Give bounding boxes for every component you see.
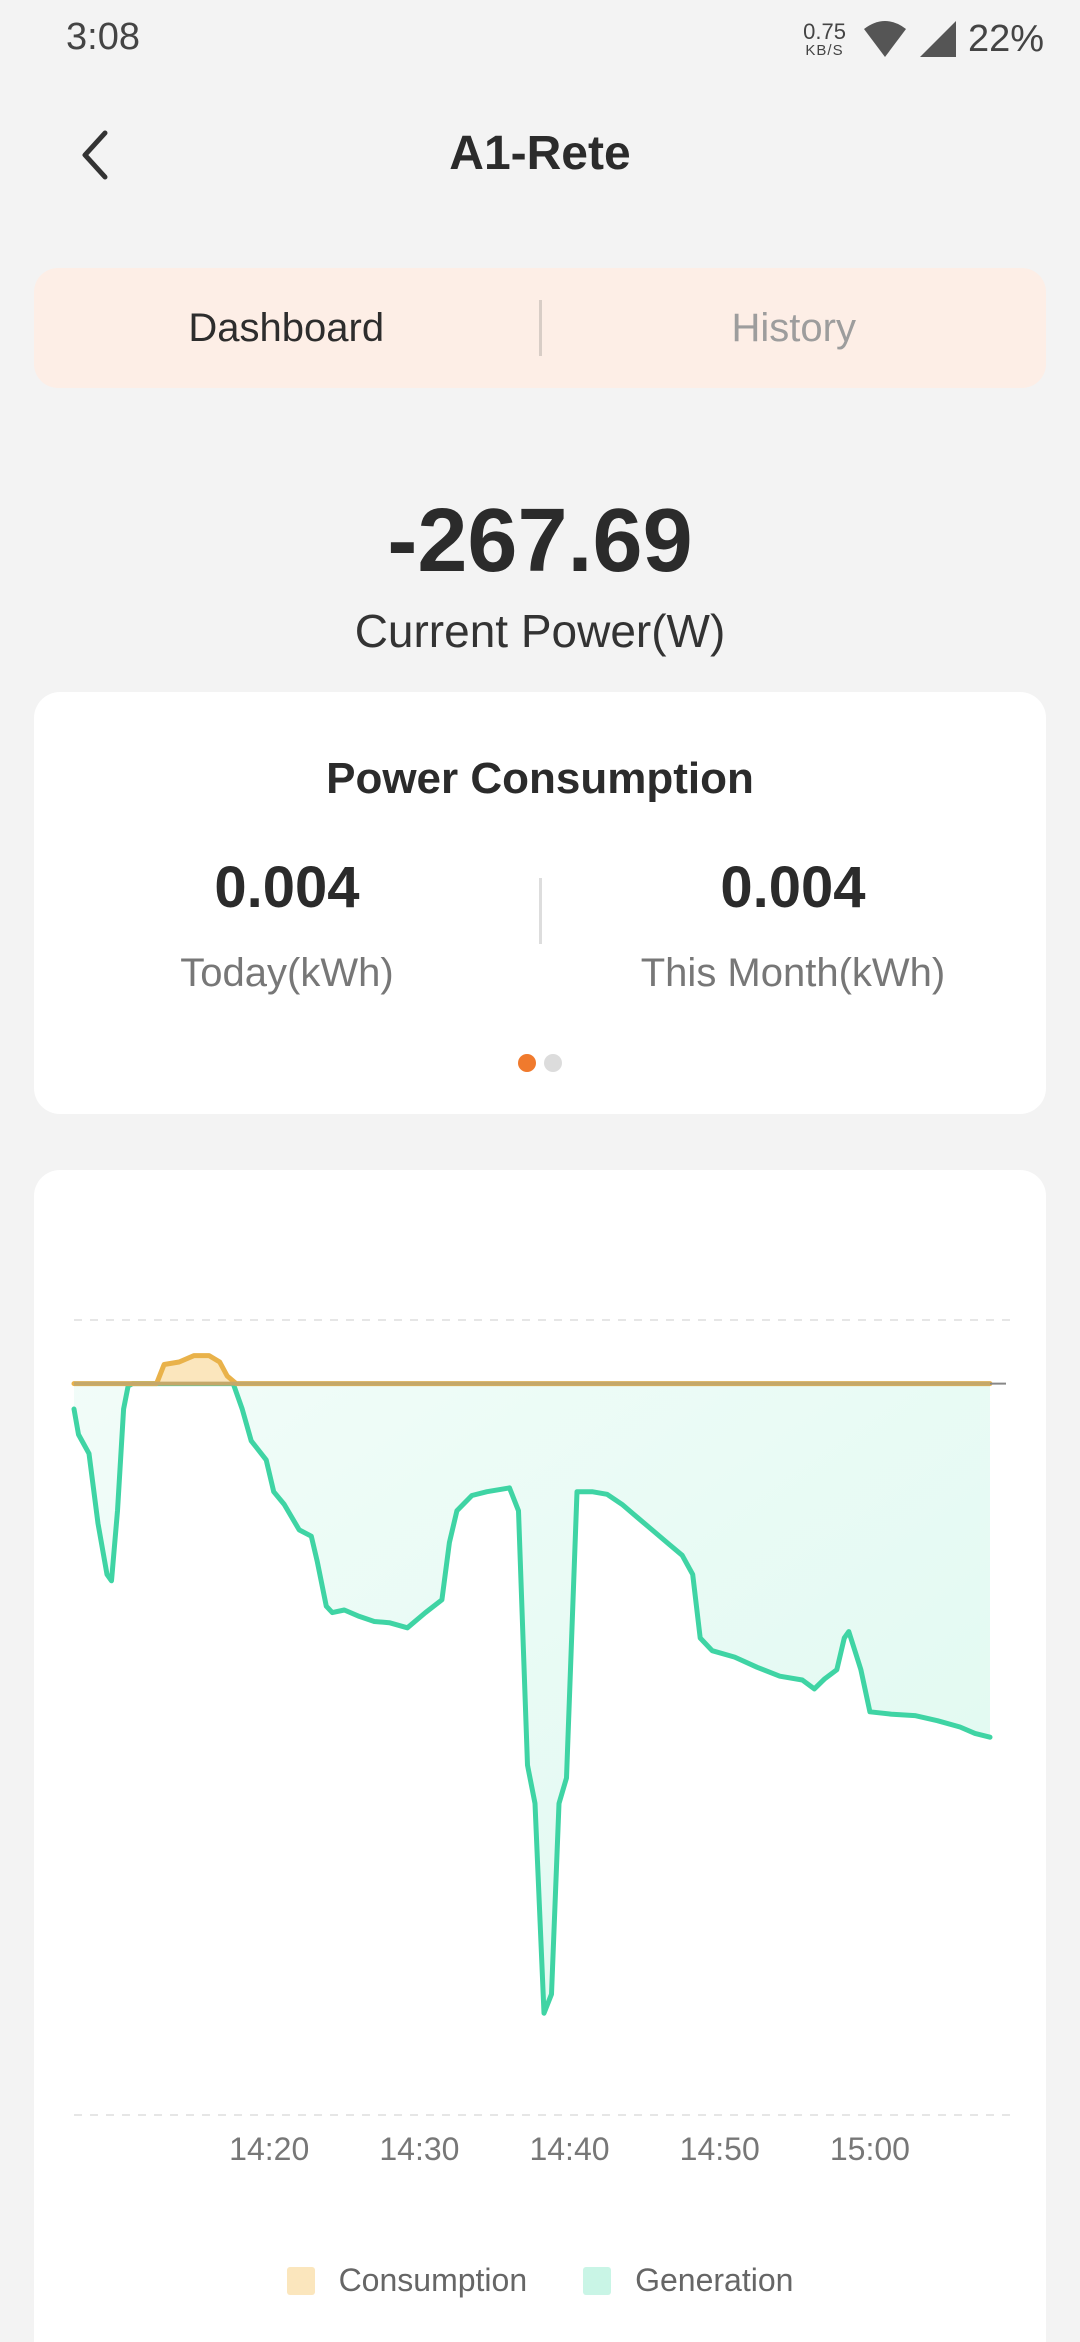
today-stat: 0.004 Today(kWh) — [34, 854, 540, 996]
power-chart-card: 14:20 14:30 14:40 14:50 15:00 Consumption Ge… — [34, 1170, 1046, 2342]
network-speed-unit: KB/S — [805, 41, 844, 59]
tab-divider — [538, 300, 542, 356]
pager-dot — [544, 1054, 562, 1072]
page-title: A1-Rete — [449, 127, 631, 180]
legend-swatch-consumption — [286, 2266, 315, 2295]
tab-dashboard[interactable]: Dashboard — [188, 305, 385, 350]
month-label: This Month(kWh) — [640, 951, 946, 995]
series-area-consumption — [74, 1355, 990, 1384]
current-power-label: Current Power(W) — [354, 605, 726, 657]
x-tick-label: 14:30 — [379, 2131, 459, 2167]
status-time: 3:08 — [66, 16, 140, 58]
power-consumption-card[interactable]: Power Consumption 0.004 Today(kWh) 0.004… — [34, 692, 1046, 1114]
legend-item-generation[interactable]: Generation — [583, 2262, 793, 2299]
page-indicator — [34, 1054, 1046, 1072]
app-header: A1-Rete — [0, 110, 1080, 200]
x-tick-label: 14:20 — [229, 2131, 309, 2167]
legend-item-consumption[interactable]: Consumption — [286, 2262, 528, 2299]
back-button[interactable] — [60, 120, 130, 190]
chevron-left-icon — [82, 130, 108, 180]
legend-swatch-generation — [583, 2266, 612, 2295]
stat-divider — [539, 878, 542, 944]
series-line-consumption — [71, 1353, 993, 1387]
x-tick-label: 14:40 — [529, 2131, 609, 2167]
legend-label-consumption: Consumption — [338, 2262, 528, 2298]
month-stat: 0.004 This Month(kWh) — [540, 854, 1046, 996]
chart-legend: Consumption Generation — [34, 2262, 1046, 2299]
current-power-value: -267.69 — [387, 491, 693, 591]
x-tick-label: 15:00 — [830, 2131, 910, 2167]
power-chart[interactable]: 14:20 14:30 14:40 14:50 15:00 — [34, 1170, 1046, 2250]
today-label: Today(kWh) — [180, 951, 394, 995]
status-icons: 0.75 KB/S 22% — [803, 14, 1044, 64]
signal-icon — [919, 21, 956, 57]
battery-percentage: 22% — [967, 17, 1044, 60]
series-line-generation — [71, 1381, 993, 2016]
month-value: 0.004 — [720, 855, 866, 920]
network-speed-value: 0.75 — [803, 18, 846, 44]
wifi-icon — [863, 21, 906, 57]
series-area-generation — [74, 1383, 990, 2014]
status-bar: 3:08 0.75 KB/S 22% — [0, 0, 1080, 80]
power-consumption-title: Power Consumption — [326, 754, 754, 803]
today-value: 0.004 — [214, 855, 360, 920]
legend-label-generation: Generation — [635, 2262, 794, 2298]
x-tick-label: 14:50 — [680, 2131, 760, 2167]
tab-history[interactable]: History — [731, 305, 856, 350]
tab-bar: Dashboard History — [34, 268, 1046, 388]
network-speed: 0.75 KB/S — [803, 18, 846, 59]
pager-dot — [518, 1054, 536, 1072]
